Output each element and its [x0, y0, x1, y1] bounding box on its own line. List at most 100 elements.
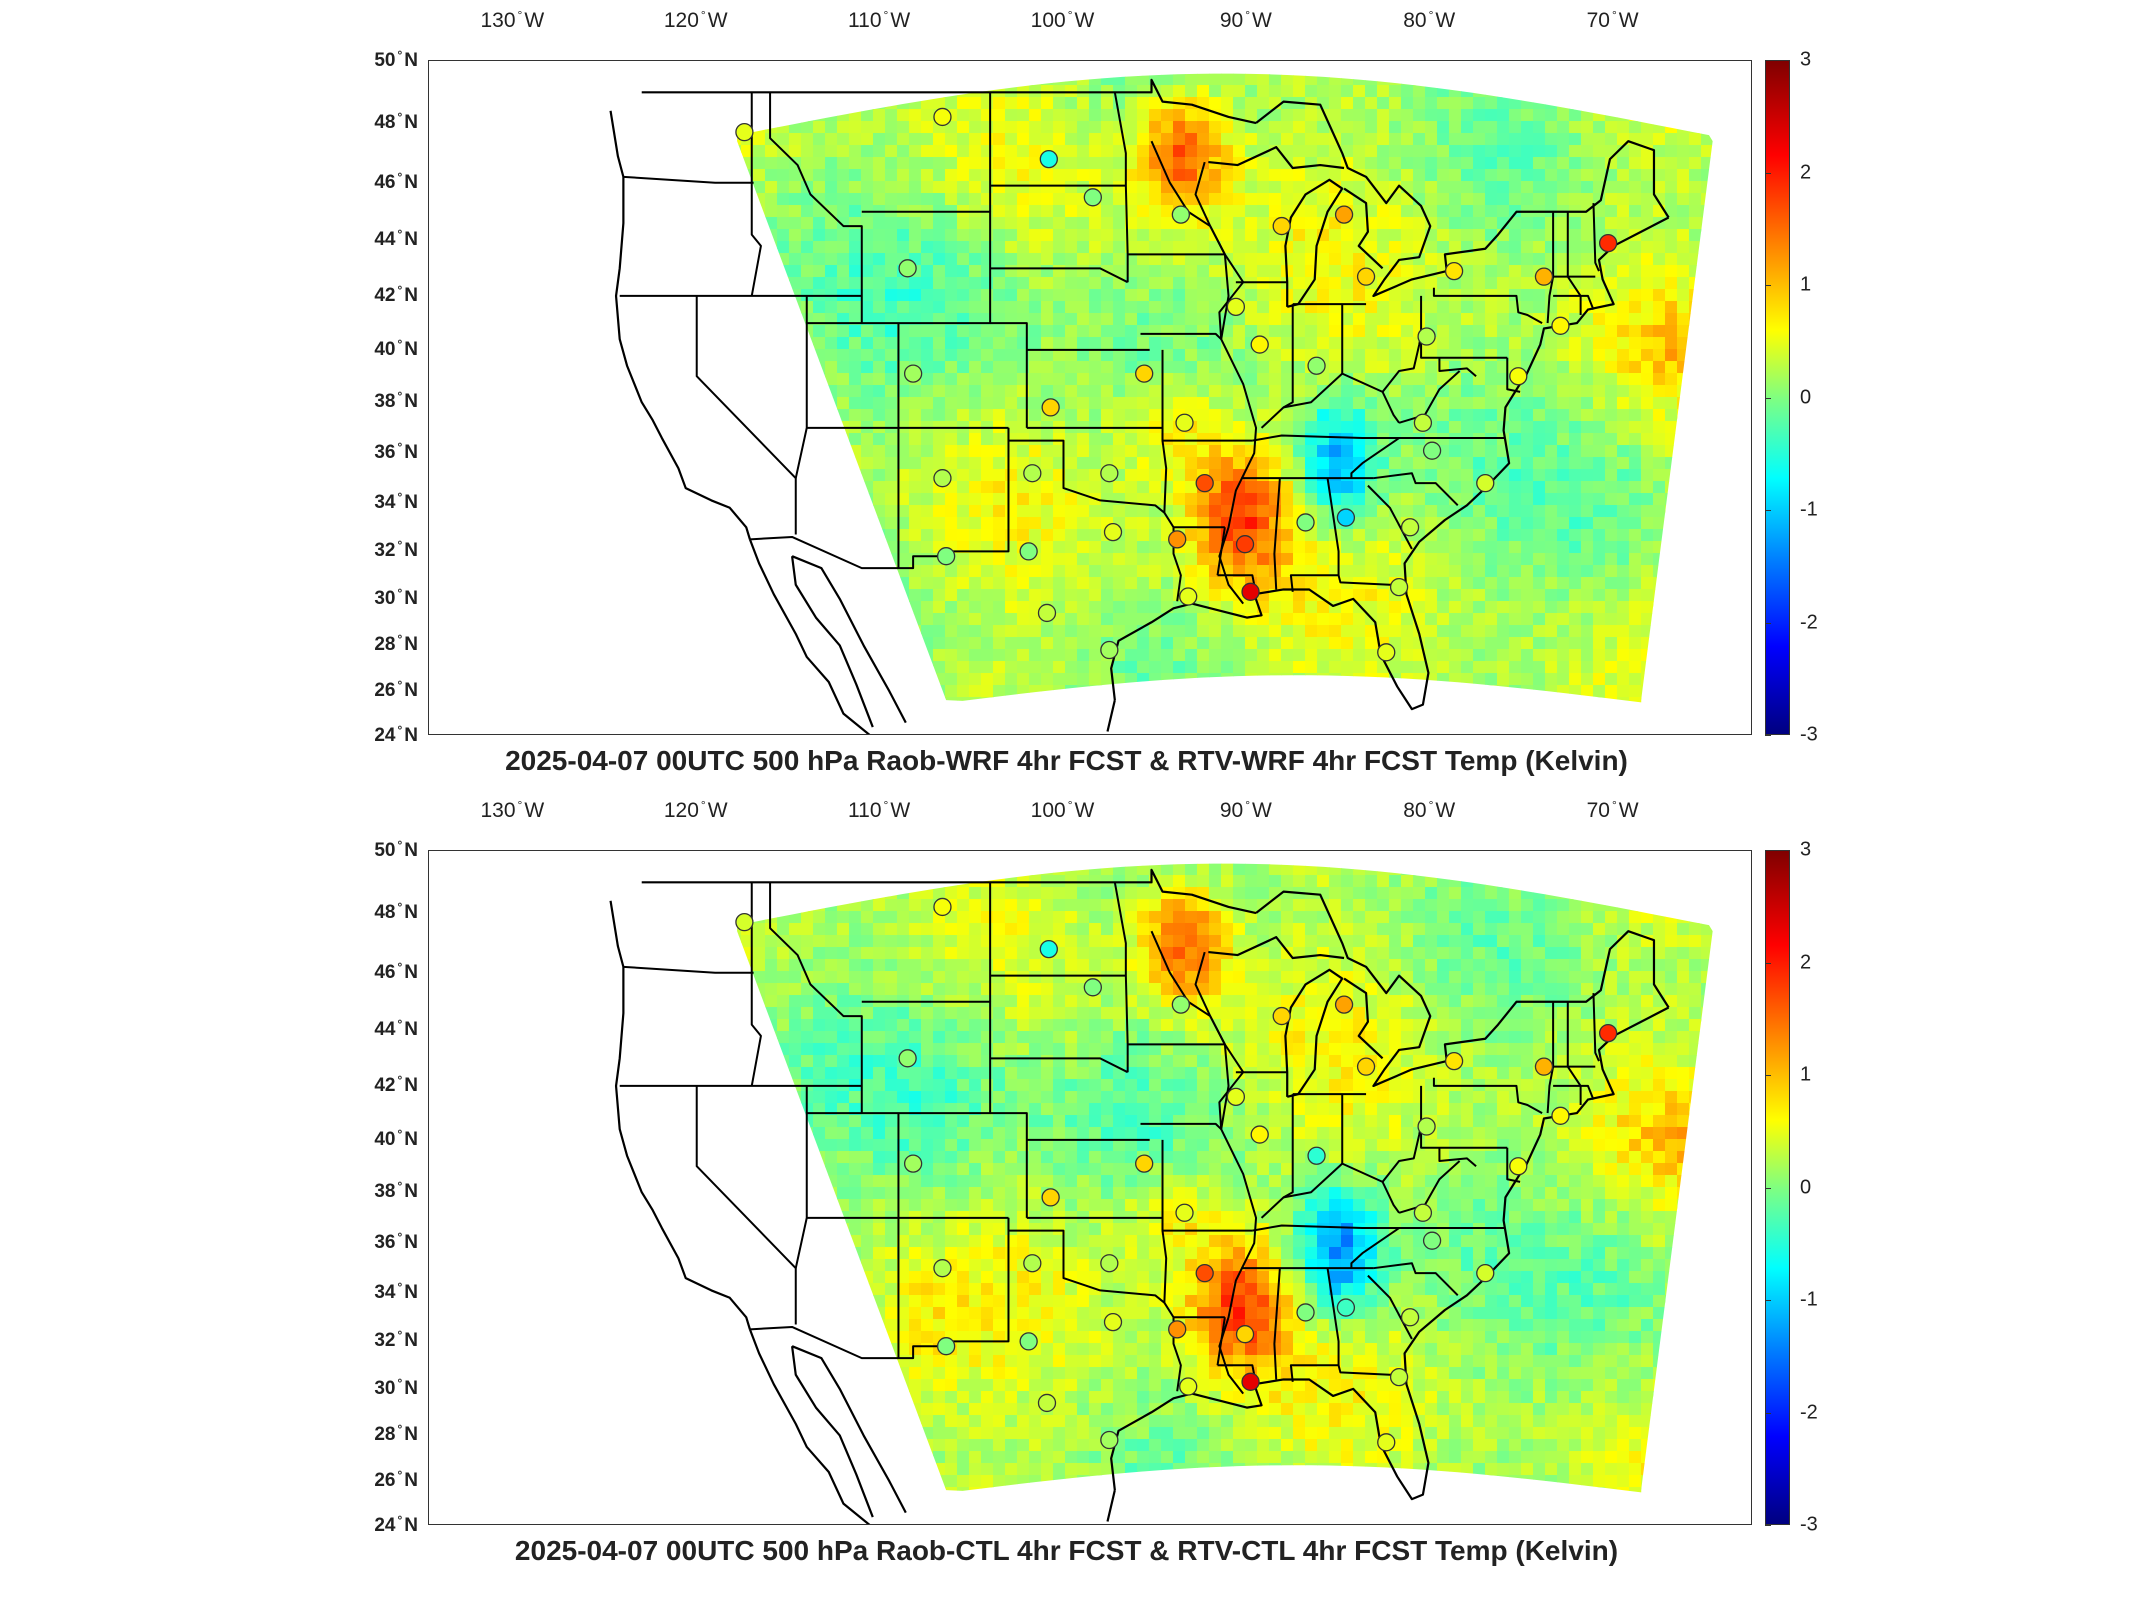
colorbar-tick-label: -2: [1800, 611, 1818, 633]
state-border: [1113, 882, 1129, 1073]
raob-station-marker: [1598, 1023, 1618, 1043]
state-border: [1592, 993, 1600, 1062]
coastline: [1284, 968, 1344, 1098]
raob-station-marker: [1509, 1157, 1528, 1176]
latitude-tick-label: 24 ° N: [374, 722, 418, 747]
raob-station-marker: [1400, 1308, 1420, 1327]
longitude-tick-label: 110 °W: [848, 8, 911, 32]
state-border: [990, 322, 1028, 428]
state-border: [1373, 472, 1459, 507]
raob-station-marker: [1083, 978, 1102, 997]
latitude-tick-label: 44 ° N: [374, 1017, 418, 1041]
coastline: [641, 78, 1257, 125]
state-border: [1398, 370, 1461, 424]
raob-station-marker: [1551, 316, 1570, 335]
degree-symbol: °: [397, 1179, 403, 1194]
latitude-tick-label: 48 ° N: [374, 109, 418, 134]
state-border: [1432, 287, 1543, 324]
raob-station-marker: [1272, 216, 1291, 236]
raob-station-marker: [1551, 1106, 1570, 1125]
state-border: [1252, 434, 1400, 442]
state-border: [769, 882, 863, 1269]
state-border: [623, 175, 754, 184]
state-border: [990, 267, 1129, 284]
state-border: [1113, 92, 1129, 283]
colorbar-tick-mark: [1765, 622, 1771, 624]
colorbar-tick-label: 1: [1800, 1063, 1812, 1086]
degree-symbol: °: [397, 1375, 403, 1390]
degree-symbol: °: [700, 8, 706, 22]
state-border: [749, 535, 945, 570]
colorbar-tick-label: 3: [1800, 48, 1812, 71]
raob-station-marker: [1226, 1087, 1246, 1107]
map-svg: [609, 863, 1713, 1524]
raob-station-marker: [1039, 939, 1058, 959]
latitude-tick-label: 50 ° N: [374, 837, 418, 862]
state-border: [1373, 1262, 1459, 1297]
degree-symbol: °: [517, 798, 523, 812]
degree-symbol: °: [397, 389, 403, 404]
longitude-tick-label: 130 °W: [480, 798, 545, 822]
degree-symbol: °: [397, 837, 403, 852]
map-frame: [428, 850, 1752, 1525]
raob-station-marker: [933, 897, 952, 917]
coastline: [1208, 146, 1345, 170]
longitude-tick-label: 110 °W: [848, 798, 911, 822]
raob-station-marker: [1235, 535, 1255, 554]
raob-station-marker: [1272, 1006, 1291, 1026]
coastline: [1106, 699, 1116, 732]
latitude-tick-label: 42 ° N: [374, 1072, 418, 1097]
raob-station-marker: [1226, 297, 1246, 317]
raob-station-marker: [1041, 1188, 1060, 1207]
state-border: [990, 1057, 1129, 1074]
colorbar-tick-mark: [1765, 1187, 1771, 1189]
map-frame: [428, 60, 1752, 735]
coastline: [748, 1328, 871, 1524]
colorbar-tick-label: -3: [1800, 1513, 1818, 1536]
raob-station-marker: [936, 1337, 956, 1356]
state-border: [1420, 1085, 1508, 1149]
degree-symbol: °: [397, 1328, 403, 1343]
colorbar-tick-mark: [1765, 397, 1771, 399]
degree-symbol: °: [700, 798, 706, 812]
degree-symbol: °: [397, 440, 403, 455]
colorbar-tick-mark: [1765, 735, 1771, 736]
degree-symbol: °: [397, 1017, 403, 1032]
coastline: [1284, 178, 1344, 308]
colorbar-tick-mark: [1765, 962, 1771, 964]
state-border: [1026, 426, 1253, 442]
raob-station-marker: [1103, 522, 1123, 542]
coastline: [1343, 977, 1384, 1060]
raob-station-marker: [1336, 508, 1356, 527]
raob-station-marker: [903, 364, 923, 383]
degree-symbol: °: [397, 227, 403, 242]
state-border: [1553, 294, 1595, 310]
raob-station-marker: [1296, 1303, 1315, 1322]
latitude-tick-label: 32 ° N: [374, 538, 418, 562]
coastline: [1255, 890, 1670, 1088]
degree-symbol: °: [1428, 8, 1434, 22]
coastline: [1110, 1006, 1670, 1501]
latitude-tick-label: 46 ° N: [374, 169, 418, 193]
raob-station-marker: [1598, 233, 1618, 253]
degree-symbol: °: [397, 722, 403, 737]
colorbar-tick-mark: [1765, 850, 1771, 851]
raob-station-marker: [1175, 413, 1194, 432]
latitude-tick-label: 36 ° N: [374, 1230, 418, 1254]
degree-symbol: °: [397, 1422, 403, 1437]
degree-symbol: °: [1067, 798, 1073, 812]
river: [1150, 930, 1258, 1395]
raob-station-marker: [1037, 603, 1057, 623]
raob-station-marker: [1195, 1263, 1214, 1283]
longitude-tick-label: 120 °W: [663, 798, 728, 822]
latitude-tick-label: 28 ° N: [374, 632, 418, 656]
raob-station-marker: [903, 1154, 923, 1173]
raob-station-marker: [1400, 518, 1420, 537]
colorbar-tick-label: 0: [1800, 386, 1812, 408]
state-border: [1553, 1084, 1595, 1100]
state-border: [623, 965, 754, 974]
latitude-tick-label: 34 ° N: [374, 1279, 418, 1304]
raob-station-marker: [1168, 530, 1187, 549]
colorbar-tick-label: 0: [1800, 1176, 1812, 1198]
raob-station-marker: [1250, 335, 1269, 354]
